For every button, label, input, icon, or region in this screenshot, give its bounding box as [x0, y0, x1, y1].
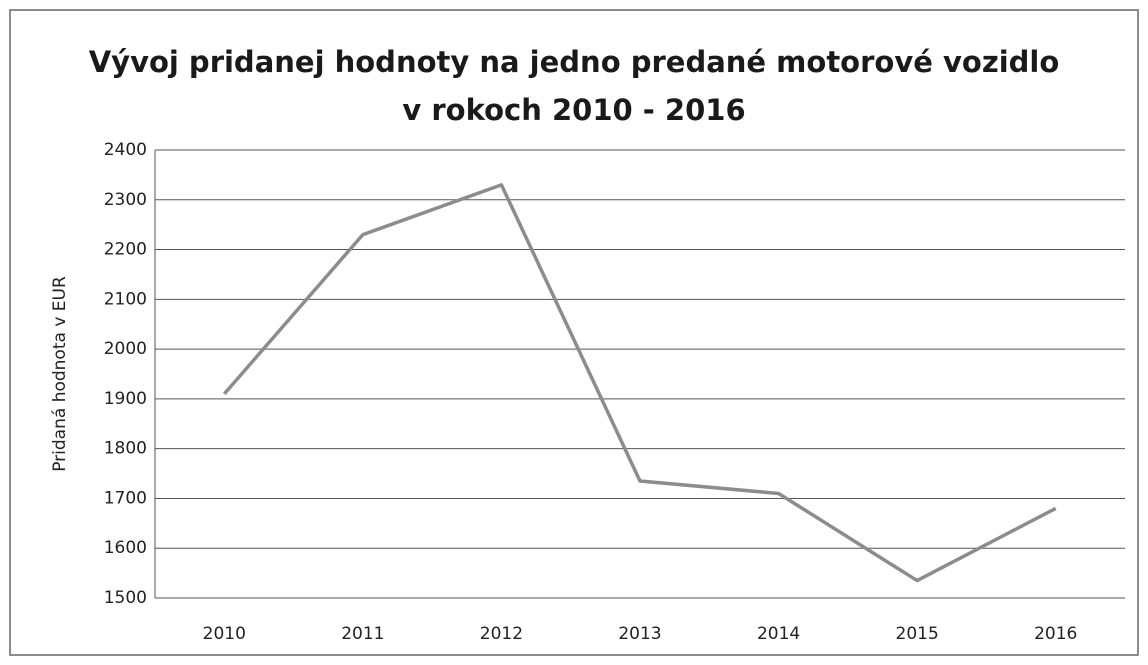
y-tick-label: 2400	[104, 140, 147, 160]
x-tick-label: 2014	[757, 624, 800, 644]
chart-border	[9, 9, 1139, 656]
y-tick-label: 1900	[104, 389, 147, 409]
y-tick-label: 2000	[104, 339, 147, 359]
data-line	[222, 183, 1057, 583]
chart-title: Vývoj pridanej hodnoty na jedno predané …	[88, 45, 1060, 127]
y-tick-label: 1700	[104, 488, 147, 508]
y-tick-label: 1800	[104, 439, 147, 459]
y-tick-label: 2100	[104, 289, 147, 309]
y-tick-label: 1500	[104, 588, 147, 608]
x-tick-label: 2013	[618, 624, 661, 644]
y-tick-label: 2300	[104, 190, 147, 210]
y-tick-label: 2200	[104, 240, 147, 260]
x-tick-label: 2012	[480, 624, 523, 644]
y-axis-label: Pridaná hodnota v EUR	[50, 276, 70, 472]
x-tick-label: 2016	[1034, 624, 1077, 644]
x-tick-label: 2011	[341, 624, 384, 644]
x-tick-label: 2015	[896, 624, 939, 644]
x-tick-label: 2010	[203, 624, 246, 644]
y-tick-label: 1600	[104, 538, 147, 558]
